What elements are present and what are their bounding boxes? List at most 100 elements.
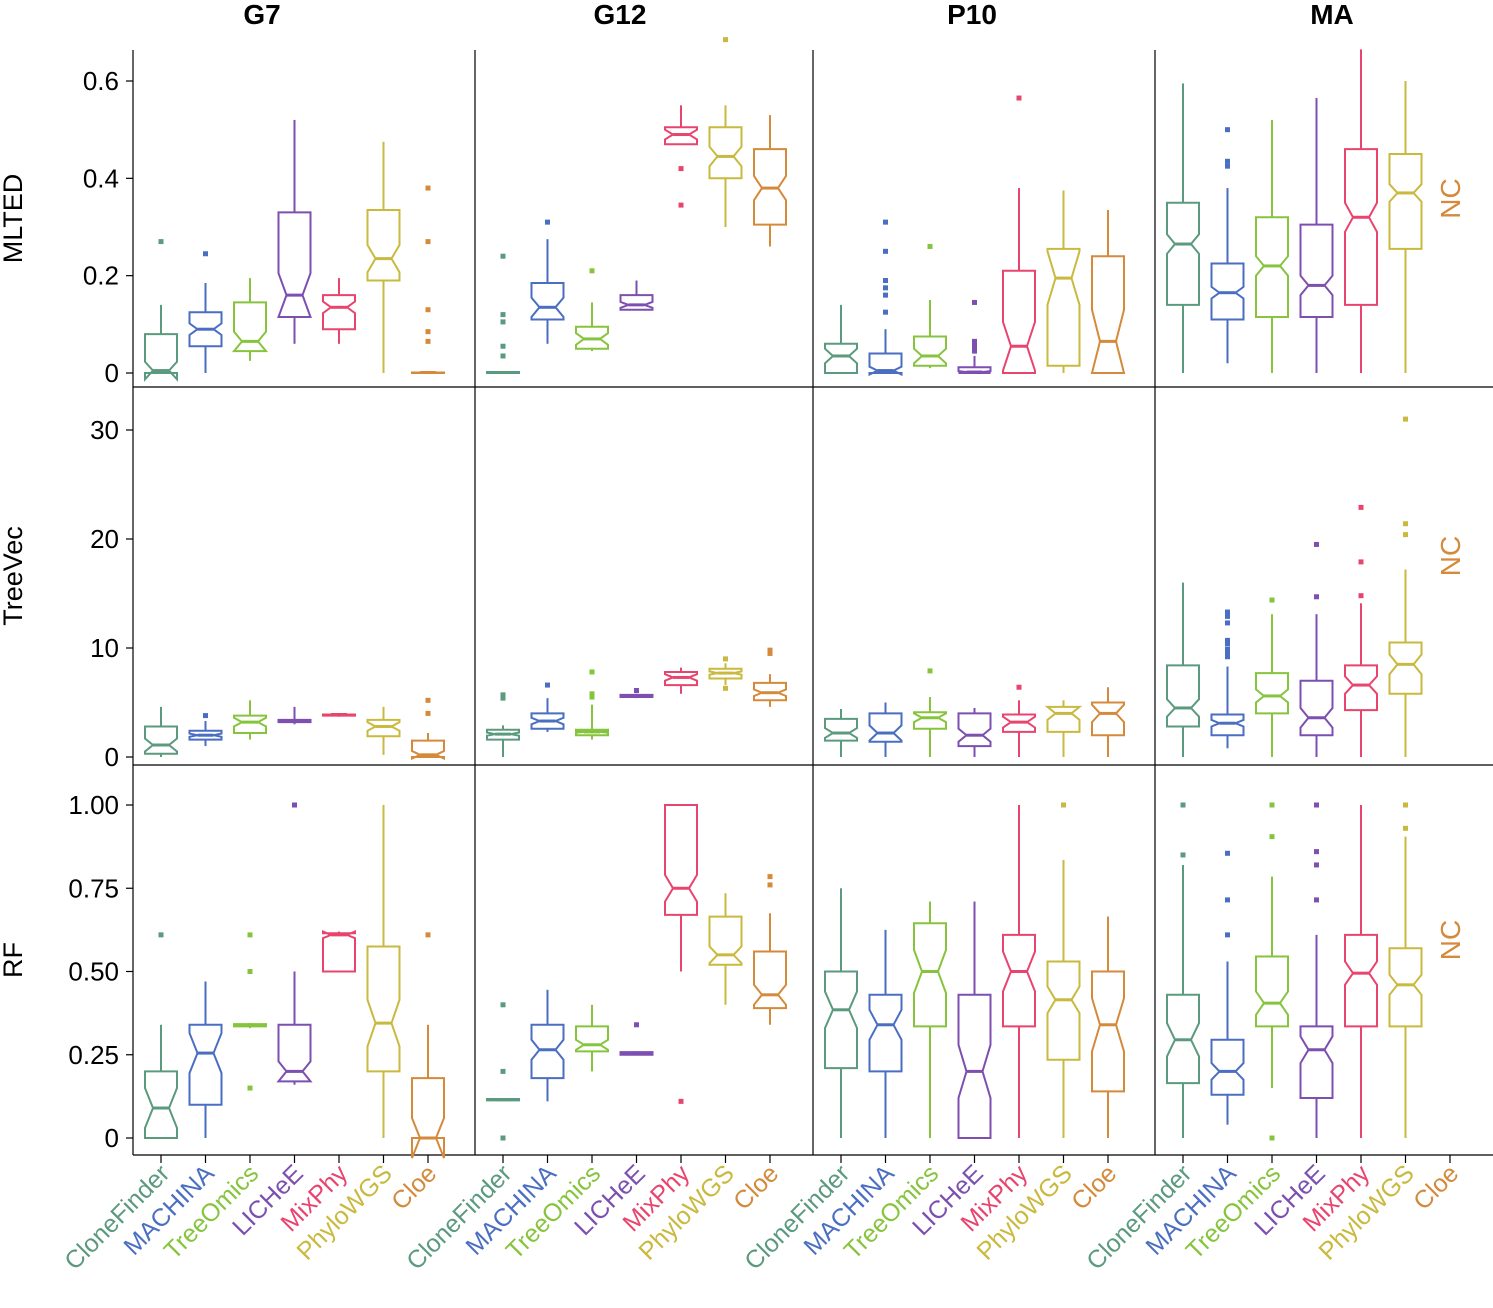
outlier-point bbox=[1225, 932, 1230, 938]
outlier-point bbox=[1225, 163, 1230, 169]
column-title-ma: MA bbox=[1310, 0, 1354, 30]
outlier-point bbox=[203, 713, 208, 719]
box-mlted-g7-cloe bbox=[411, 185, 445, 375]
outlier-point bbox=[1403, 416, 1408, 422]
box-rf-p10-phylowgs bbox=[1046, 802, 1081, 1138]
outlier-point bbox=[767, 874, 773, 880]
box-body bbox=[322, 294, 356, 331]
outlier-point bbox=[1269, 802, 1275, 808]
box-treevec-ma-machina bbox=[1210, 609, 1245, 749]
outlier-point bbox=[1314, 897, 1319, 903]
box-mlted-g12-mixphy bbox=[664, 105, 698, 208]
box-treevec-g12-phylowgs bbox=[708, 656, 743, 691]
outlier-point bbox=[678, 1098, 684, 1104]
box-body bbox=[1046, 247, 1081, 367]
box-rf-g7-lichee bbox=[276, 802, 313, 1085]
box-treevec-g7-mixphy bbox=[322, 712, 356, 717]
outlier-point bbox=[678, 166, 684, 172]
column-title-p10: P10 bbox=[947, 0, 997, 30]
outlier-point bbox=[247, 932, 253, 938]
box-body bbox=[913, 335, 947, 367]
box-body bbox=[619, 294, 654, 311]
metric-label-mlted: MLTED bbox=[0, 174, 28, 264]
box-rf-g7-phylowgs bbox=[366, 805, 401, 1138]
box-rf-g7-machina bbox=[188, 981, 223, 1138]
y-tick-label: 0.50 bbox=[68, 957, 119, 987]
box-body bbox=[231, 301, 269, 353]
box-rf-p10-clonefinder bbox=[824, 888, 858, 1138]
box-body bbox=[575, 1025, 609, 1053]
column-title-g12: G12 bbox=[594, 0, 647, 30]
y-tick-label: 0.6 bbox=[83, 66, 119, 96]
outlier-point bbox=[723, 37, 728, 43]
box-treevec-ma-treeomics bbox=[1255, 597, 1289, 757]
box-mlted-g12-phylowgs bbox=[708, 37, 743, 227]
outlier-point bbox=[1403, 521, 1408, 527]
box-mlted-g12-cloe bbox=[753, 115, 787, 247]
box-body bbox=[366, 718, 401, 738]
box-body bbox=[957, 712, 992, 748]
outlier-point bbox=[1225, 127, 1230, 133]
box-body bbox=[530, 282, 565, 321]
y-tick-label: 1.00 bbox=[68, 790, 119, 820]
box-body bbox=[957, 993, 992, 1139]
box-rf-g12-treeomics bbox=[575, 1004, 609, 1072]
outlier-point bbox=[883, 285, 888, 291]
outlier-point bbox=[1225, 654, 1230, 660]
box-rf-p10-machina bbox=[868, 929, 903, 1138]
box-body bbox=[1344, 933, 1378, 1028]
box-body bbox=[1090, 255, 1126, 374]
box-mlted-g7-phylowgs bbox=[366, 141, 401, 373]
box-mlted-g7-machina bbox=[188, 251, 223, 373]
outlier-point bbox=[767, 647, 773, 653]
box-mlted-p10-lichee bbox=[957, 299, 992, 374]
box-body bbox=[1388, 153, 1423, 250]
outlier-point bbox=[1314, 802, 1319, 808]
outlier-point bbox=[883, 278, 888, 284]
box-treevec-ma-mixphy bbox=[1344, 504, 1378, 757]
box-mlted-ma-mixphy bbox=[1344, 49, 1378, 373]
not-computed-label: NC bbox=[1435, 178, 1466, 218]
box-mlted-g12-machina bbox=[530, 219, 565, 344]
box-body bbox=[753, 950, 787, 1010]
method-label-cloe: Cloe bbox=[1066, 1159, 1122, 1215]
box-body bbox=[1344, 664, 1378, 712]
outlier-point bbox=[425, 185, 431, 191]
box-mlted-p10-machina bbox=[868, 219, 903, 377]
box-body bbox=[276, 1023, 313, 1083]
outlier-point bbox=[589, 691, 595, 697]
outlier-point bbox=[927, 243, 933, 249]
box-body bbox=[1002, 933, 1036, 1028]
outlier-point bbox=[1358, 593, 1364, 599]
outlier-point bbox=[634, 688, 639, 694]
box-mlted-g12-clonefinder bbox=[486, 253, 520, 375]
outlier-point bbox=[1225, 897, 1230, 903]
box-treevec-g12-machina bbox=[530, 682, 565, 732]
outlier-point bbox=[425, 710, 431, 716]
box-body bbox=[144, 725, 178, 755]
box-rf-g12-phylowgs bbox=[708, 893, 743, 1005]
box-body bbox=[1344, 148, 1378, 306]
box-body bbox=[322, 929, 356, 973]
outlier-point bbox=[1403, 802, 1408, 808]
outlier-point bbox=[1403, 532, 1408, 538]
box-body bbox=[366, 209, 401, 282]
box-rf-ma-clonefinder bbox=[1166, 802, 1200, 1138]
box-body bbox=[1210, 713, 1245, 737]
axes-layer bbox=[126, 80, 1451, 1163]
box-body bbox=[1299, 223, 1334, 318]
y-tick-label: 0.75 bbox=[68, 873, 119, 903]
box-treevec-ma-phylowgs bbox=[1388, 416, 1423, 757]
box-treevec-ma-lichee bbox=[1299, 541, 1334, 757]
box-body bbox=[233, 714, 267, 734]
outlier-point bbox=[425, 239, 431, 245]
box-body bbox=[1091, 970, 1125, 1093]
y-tick-label: 10 bbox=[90, 633, 119, 663]
outlier-point bbox=[425, 338, 431, 344]
outlier-point bbox=[972, 299, 977, 305]
y-tick-label: 20 bbox=[90, 524, 119, 554]
box-rf-ma-mixphy bbox=[1344, 805, 1378, 1138]
box-treevec-p10-lichee bbox=[957, 707, 992, 757]
box-rf-p10-lichee bbox=[957, 901, 992, 1139]
outlier-point bbox=[1314, 594, 1319, 600]
